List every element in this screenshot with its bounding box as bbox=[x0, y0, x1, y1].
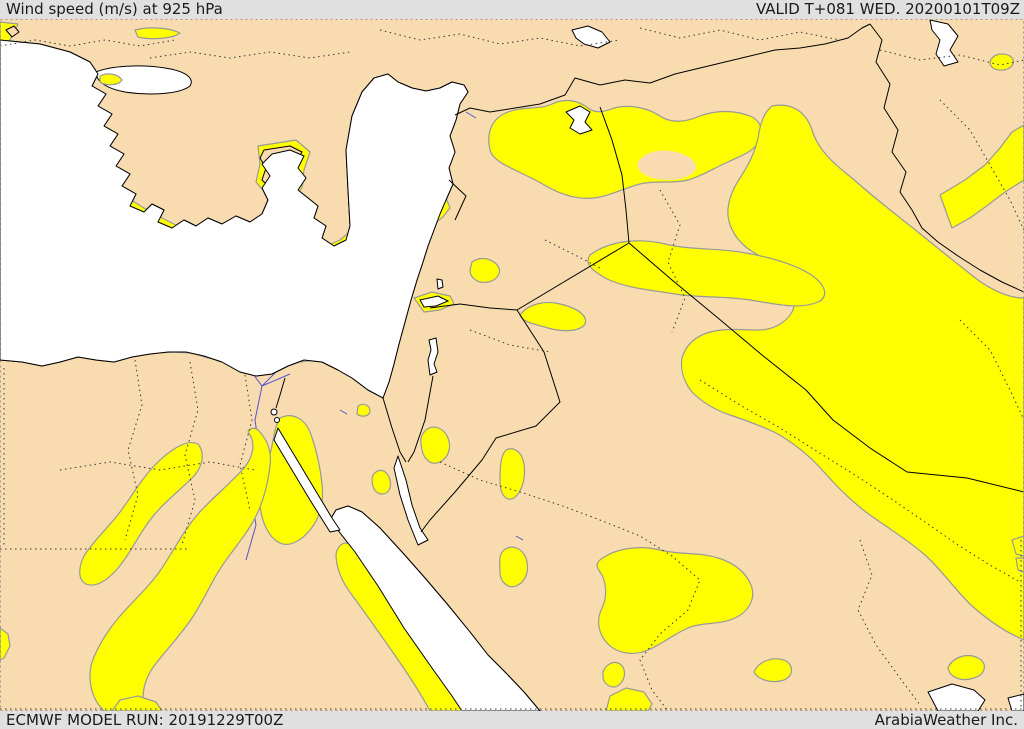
wind-contour-bottom-center bbox=[605, 687, 653, 711]
wind-speed-map bbox=[0, 19, 1024, 711]
wind-contour-hejaz bbox=[499, 546, 529, 588]
admin-line bbox=[959, 319, 1024, 421]
wind-contour-sinai bbox=[371, 469, 392, 495]
wind-contour-delta-east bbox=[356, 403, 371, 417]
wind-contour-south-syria bbox=[519, 301, 587, 332]
admin-line bbox=[124, 359, 143, 541]
admin-line bbox=[59, 461, 256, 471]
wind-contour-central-saudi bbox=[596, 547, 754, 654]
border-layer bbox=[275, 23, 1024, 533]
admin-line bbox=[857, 539, 921, 706]
wind-contour-mesopotamia bbox=[587, 240, 826, 307]
iraq-jordan-border bbox=[516, 242, 630, 311]
admin-line bbox=[439, 461, 701, 711]
wind-contour-saudi-oval bbox=[947, 655, 985, 681]
admin-line bbox=[239, 374, 253, 511]
turkey-south-border bbox=[454, 23, 871, 116]
gulf-of-aqaba bbox=[393, 455, 429, 546]
lake-gulf-layer bbox=[270, 19, 959, 546]
iraq-saudi-border bbox=[628, 242, 1024, 493]
brand-label: ArabiaWeather Inc. bbox=[874, 711, 1018, 729]
page-title: Wind speed (m/s) at 925 hPa bbox=[6, 0, 223, 18]
map-edge-dashes bbox=[0, 540, 1024, 711]
valid-time-label: VALID T+081 WED. 20200101T09Z bbox=[755, 0, 1020, 18]
euphrates-segment bbox=[465, 111, 477, 119]
admin-line bbox=[149, 51, 351, 59]
admin-line bbox=[699, 379, 1021, 583]
wind-contour-tabuk bbox=[499, 448, 526, 500]
wind-contour-marmara bbox=[99, 73, 123, 86]
wind-contour-caucasus-oval bbox=[989, 53, 1014, 71]
syria-iraq-border bbox=[599, 106, 630, 244]
wind-contour-thrace bbox=[134, 27, 181, 40]
suez-canal bbox=[275, 377, 286, 409]
bitter-lakes bbox=[270, 408, 278, 416]
syria-jordan-border bbox=[429, 303, 518, 311]
israel-jordan-border bbox=[407, 375, 434, 463]
map-frame bbox=[0, 19, 1024, 711]
lake-van bbox=[565, 105, 593, 135]
header-bar: Wind speed (m/s) at 925 hPa VALID T+081 … bbox=[0, 0, 1024, 19]
admin-line bbox=[879, 49, 1024, 66]
wind-contour-syrian-desert bbox=[469, 257, 501, 283]
persian-gulf-corner bbox=[1007, 693, 1024, 711]
admin-line bbox=[639, 27, 841, 41]
calm-hole-syria bbox=[637, 150, 696, 180]
wind-contour-edge-sliver bbox=[1015, 557, 1024, 573]
admin-line bbox=[379, 29, 621, 47]
admin-line bbox=[659, 189, 686, 333]
wind-contour-zagros bbox=[680, 104, 1024, 641]
turkey-iran-iraq-border bbox=[869, 23, 1024, 293]
bitter-lakes bbox=[274, 417, 280, 423]
footer-bar: ECMWF MODEL RUN: 20191229T00Z ArabiaWeat… bbox=[0, 711, 1024, 729]
wind-contour-saudi-blob bbox=[753, 658, 793, 683]
admin-border-layer bbox=[0, 27, 1024, 711]
dead-sea bbox=[427, 337, 439, 376]
sea-of-marmara bbox=[95, 65, 192, 95]
persian-gulf-edge bbox=[927, 683, 986, 711]
admin-line bbox=[181, 361, 199, 546]
jordan-saudi-border bbox=[420, 309, 561, 533]
wind-contour-bottom-left bbox=[111, 695, 163, 711]
wadi-segment bbox=[339, 409, 348, 415]
wind-contour-left-edge bbox=[0, 627, 11, 661]
admin-line bbox=[544, 239, 601, 269]
wind-contour-iran-finger bbox=[939, 124, 1024, 229]
lebanon-border bbox=[448, 179, 467, 221]
egypt-israel-border bbox=[382, 397, 407, 463]
cyprus-island bbox=[419, 295, 450, 308]
sea-of-galilee bbox=[436, 278, 444, 290]
model-run-label: ECMWF MODEL RUN: 20191229T00Z bbox=[6, 711, 284, 729]
gulf-of-suez bbox=[273, 427, 341, 533]
river-segment bbox=[515, 535, 524, 541]
tuz-lake bbox=[571, 25, 611, 49]
lake-urmia bbox=[929, 19, 959, 67]
wind-contour-saudi-small bbox=[602, 661, 626, 688]
wind-contour-nw-saudi bbox=[420, 426, 451, 464]
greek-island bbox=[5, 25, 20, 38]
